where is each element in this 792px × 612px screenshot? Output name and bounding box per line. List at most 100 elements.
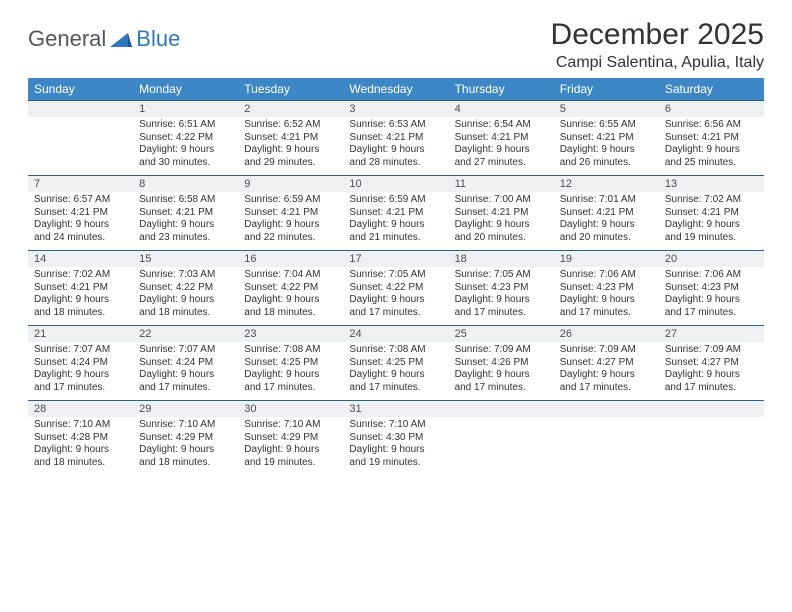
daylight-text: and 18 minutes. — [244, 307, 337, 320]
day-number: 31 — [349, 403, 361, 415]
calendar-table: Sunday Monday Tuesday Wednesday Thursday… — [28, 78, 764, 475]
sunset-text: Sunset: 4:21 PM — [455, 207, 548, 220]
brand-part1: General — [28, 26, 106, 52]
day-number: 14 — [34, 253, 46, 265]
day-number-cell: 19 — [554, 251, 659, 268]
sunrise-text: Sunrise: 7:09 AM — [560, 344, 653, 357]
day-number: 2 — [244, 103, 250, 115]
day-number-cell: 2 — [238, 101, 343, 118]
day-body-cell: Sunrise: 7:07 AMSunset: 4:24 PMDaylight:… — [28, 342, 133, 401]
sunset-text: Sunset: 4:22 PM — [139, 132, 232, 145]
day-number: 7 — [34, 178, 40, 190]
day-number: 29 — [139, 403, 151, 415]
weekday-header-row: Sunday Monday Tuesday Wednesday Thursday… — [28, 78, 764, 101]
sunrise-text: Sunrise: 7:09 AM — [665, 344, 758, 357]
location: Campi Salentina, Apulia, Italy — [551, 54, 764, 72]
daylight-text: Daylight: 9 hours — [34, 294, 127, 307]
daylight-text: Daylight: 9 hours — [665, 144, 758, 157]
sunrise-text: Sunrise: 6:52 AM — [244, 119, 337, 132]
title-block: December 2025 Campi Salentina, Apulia, I… — [551, 18, 764, 72]
sunrise-text: Sunrise: 7:10 AM — [349, 419, 442, 432]
day-body-cell: Sunrise: 7:09 AMSunset: 4:27 PMDaylight:… — [554, 342, 659, 401]
day-number-cell — [554, 401, 659, 418]
day-number: 17 — [349, 253, 361, 265]
day-number-cell: 16 — [238, 251, 343, 268]
day-body-cell: Sunrise: 6:57 AMSunset: 4:21 PMDaylight:… — [28, 192, 133, 251]
day-number: 9 — [244, 178, 250, 190]
sunset-text: Sunset: 4:27 PM — [560, 357, 653, 370]
daylight-text: and 17 minutes. — [455, 307, 548, 320]
brand-logo: General Blue — [28, 18, 180, 52]
day-body-cell: Sunrise: 6:52 AMSunset: 4:21 PMDaylight:… — [238, 117, 343, 176]
sunrise-text: Sunrise: 6:54 AM — [455, 119, 548, 132]
weekday-header: Tuesday — [238, 78, 343, 101]
daylight-text: and 29 minutes. — [244, 157, 337, 170]
daylight-text: and 18 minutes. — [34, 307, 127, 320]
daylight-text: Daylight: 9 hours — [34, 369, 127, 382]
sunrise-text: Sunrise: 7:05 AM — [349, 269, 442, 282]
day-body-cell — [449, 417, 554, 475]
day-body-cell: Sunrise: 7:02 AMSunset: 4:21 PMDaylight:… — [28, 267, 133, 326]
sunset-text: Sunset: 4:21 PM — [349, 132, 442, 145]
sunrise-text: Sunrise: 7:10 AM — [244, 419, 337, 432]
day-body-cell: Sunrise: 7:10 AMSunset: 4:29 PMDaylight:… — [238, 417, 343, 475]
day-number-cell: 7 — [28, 176, 133, 193]
day-number: 11 — [455, 178, 466, 190]
daylight-text: and 17 minutes. — [665, 382, 758, 395]
day-body-cell: Sunrise: 6:56 AMSunset: 4:21 PMDaylight:… — [659, 117, 764, 176]
day-body-cell: Sunrise: 7:07 AMSunset: 4:24 PMDaylight:… — [133, 342, 238, 401]
sunset-text: Sunset: 4:21 PM — [349, 207, 442, 220]
day-number: 8 — [139, 178, 145, 190]
sunrise-text: Sunrise: 7:06 AM — [665, 269, 758, 282]
day-body-cell: Sunrise: 6:59 AMSunset: 4:21 PMDaylight:… — [343, 192, 448, 251]
day-number-cell: 28 — [28, 401, 133, 418]
daylight-text: and 19 minutes. — [244, 457, 337, 470]
daylight-text: and 23 minutes. — [139, 232, 232, 245]
day-number-cell: 29 — [133, 401, 238, 418]
day-number-cell: 27 — [659, 326, 764, 343]
sunset-text: Sunset: 4:24 PM — [34, 357, 127, 370]
day-number-row: 28293031 — [28, 401, 764, 418]
daylight-text: and 17 minutes. — [560, 382, 653, 395]
day-body-cell: Sunrise: 7:10 AMSunset: 4:28 PMDaylight:… — [28, 417, 133, 475]
day-body-cell: Sunrise: 7:06 AMSunset: 4:23 PMDaylight:… — [659, 267, 764, 326]
daylight-text: and 26 minutes. — [560, 157, 653, 170]
sunrise-text: Sunrise: 6:58 AM — [139, 194, 232, 207]
day-body-cell: Sunrise: 6:51 AMSunset: 4:22 PMDaylight:… — [133, 117, 238, 176]
daylight-text: Daylight: 9 hours — [139, 219, 232, 232]
sunset-text: Sunset: 4:21 PM — [139, 207, 232, 220]
daylight-text: and 27 minutes. — [455, 157, 548, 170]
daylight-text: Daylight: 9 hours — [34, 219, 127, 232]
day-number-cell: 6 — [659, 101, 764, 118]
sunset-text: Sunset: 4:21 PM — [34, 282, 127, 295]
day-number-cell: 10 — [343, 176, 448, 193]
sunrise-text: Sunrise: 7:10 AM — [34, 419, 127, 432]
day-number-row: 21222324252627 — [28, 326, 764, 343]
day-body-cell: Sunrise: 7:02 AMSunset: 4:21 PMDaylight:… — [659, 192, 764, 251]
sunrise-text: Sunrise: 7:04 AM — [244, 269, 337, 282]
sunset-text: Sunset: 4:23 PM — [560, 282, 653, 295]
day-body-cell: Sunrise: 7:05 AMSunset: 4:22 PMDaylight:… — [343, 267, 448, 326]
day-number-cell: 26 — [554, 326, 659, 343]
day-body-row: Sunrise: 6:57 AMSunset: 4:21 PMDaylight:… — [28, 192, 764, 251]
day-body-cell: Sunrise: 7:06 AMSunset: 4:23 PMDaylight:… — [554, 267, 659, 326]
sunset-text: Sunset: 4:21 PM — [455, 132, 548, 145]
sunrise-text: Sunrise: 7:05 AM — [455, 269, 548, 282]
daylight-text: Daylight: 9 hours — [455, 294, 548, 307]
day-number: 1 — [139, 103, 145, 115]
day-body-cell: Sunrise: 7:05 AMSunset: 4:23 PMDaylight:… — [449, 267, 554, 326]
daylight-text: and 20 minutes. — [560, 232, 653, 245]
daylight-text: and 17 minutes. — [139, 382, 232, 395]
daylight-text: Daylight: 9 hours — [139, 144, 232, 157]
sunset-text: Sunset: 4:22 PM — [244, 282, 337, 295]
daylight-text: Daylight: 9 hours — [349, 369, 442, 382]
daylight-text: and 17 minutes. — [244, 382, 337, 395]
daylight-text: Daylight: 9 hours — [244, 219, 337, 232]
day-number-cell: 14 — [28, 251, 133, 268]
day-number: 15 — [139, 253, 151, 265]
sunrise-text: Sunrise: 7:02 AM — [34, 269, 127, 282]
daylight-text: Daylight: 9 hours — [244, 144, 337, 157]
sunset-text: Sunset: 4:26 PM — [455, 357, 548, 370]
daylight-text: Daylight: 9 hours — [560, 369, 653, 382]
day-body-row: Sunrise: 7:10 AMSunset: 4:28 PMDaylight:… — [28, 417, 764, 475]
